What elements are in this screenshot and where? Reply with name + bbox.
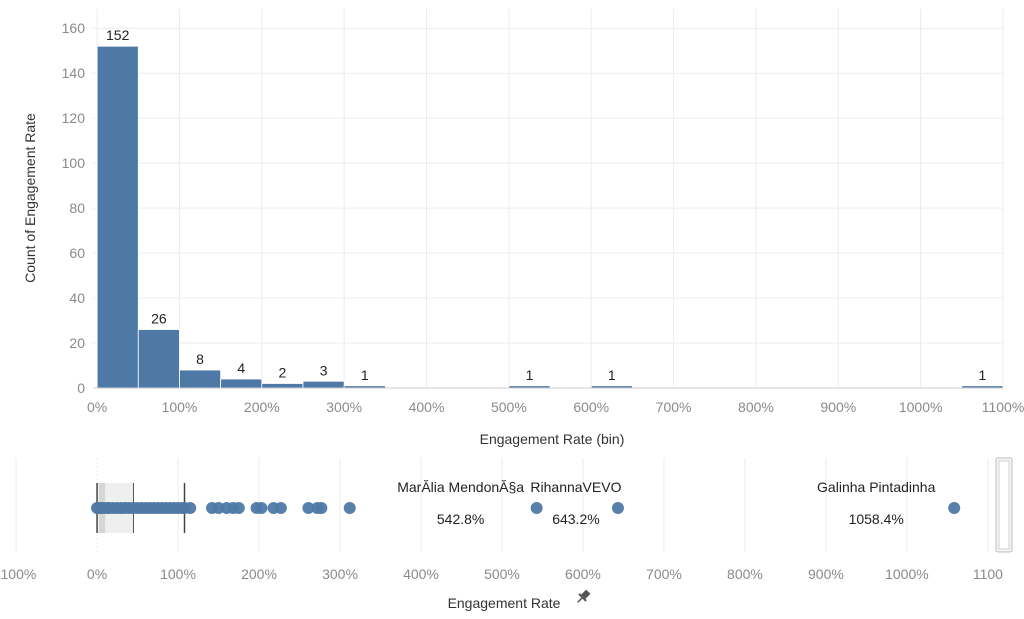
- bar-value-label: 1: [979, 367, 987, 383]
- scrollbar[interactable]: [995, 457, 1013, 553]
- data-point: [302, 502, 315, 514]
- x-tick-label: 1100: [973, 566, 1003, 582]
- bar-value-label: 152: [106, 27, 130, 43]
- data-point: [948, 502, 961, 514]
- histogram-bars: 152 26 8 4 2 3 1 1 1 1: [96, 27, 1004, 389]
- x-tick-label: 800%: [727, 566, 763, 582]
- point-value-label: 643.2%: [552, 511, 599, 527]
- bar-value-label: 4: [237, 360, 245, 376]
- x-tick-label: 1000%: [899, 399, 943, 415]
- x-tick-label: 400%: [409, 399, 445, 415]
- point-name-label: RihannaVEVO: [530, 479, 621, 495]
- point-name-label: Galinha Pintadinha: [817, 479, 936, 495]
- x-tick-label: 900%: [808, 566, 844, 582]
- bar-value-label: 1: [361, 367, 369, 383]
- bar-value-label: 3: [320, 362, 328, 378]
- x-tick-label: 200%: [244, 399, 280, 415]
- y-tick-label: 20: [69, 335, 85, 351]
- point-value-label: 1058.4%: [849, 511, 904, 527]
- x-tick-label: 300%: [322, 566, 358, 582]
- histogram-x-axis-title: Engagement Rate (bin): [480, 431, 625, 447]
- x-tick-label: 400%: [403, 566, 439, 582]
- bar-value-label: 26: [151, 311, 167, 327]
- box-plot-point-labels: MarĂlia MendonĂ§a 542.8% RihannaVEVO 643.2%…: [397, 479, 935, 527]
- y-tick-label: 0: [77, 380, 85, 396]
- histogram-gridlines: [93, 9, 1004, 389]
- data-point: [184, 502, 197, 514]
- y-tick-label: 40: [69, 290, 85, 306]
- x-tick-label: 0%: [87, 399, 107, 415]
- bar-value-label: 1: [526, 367, 534, 383]
- y-tick-label: 80: [69, 200, 85, 216]
- box-plot-axis: -100% 0% 100% 200% 300% 400% 500% 600% 700% 800% 9…: [0, 566, 1003, 582]
- point-name-label: MarĂlia MendonĂ§a: [397, 479, 524, 495]
- x-tick-label: -100%: [0, 566, 36, 582]
- histogram-bar: [96, 45, 139, 389]
- data-point: [611, 502, 624, 514]
- x-tick-label: 200%: [241, 566, 277, 582]
- pin-icon[interactable]: [574, 588, 592, 606]
- x-tick-label: 300%: [326, 399, 362, 415]
- x-tick-label: 700%: [656, 399, 692, 415]
- y-tick-label: 160: [62, 20, 86, 36]
- x-tick-label: 600%: [565, 566, 601, 582]
- x-tick-label: 500%: [484, 566, 520, 582]
- histogram-bar: [220, 378, 263, 389]
- data-point: [343, 502, 356, 514]
- scrollbar-thumb[interactable]: [998, 460, 1010, 550]
- y-tick-label: 60: [69, 245, 85, 261]
- x-tick-label: 800%: [738, 399, 774, 415]
- data-point: [255, 502, 268, 514]
- x-tick-label: 1000%: [885, 566, 929, 582]
- x-tick-label: 1100%: [982, 399, 1024, 415]
- data-point: [232, 502, 245, 514]
- data-point: [315, 502, 328, 514]
- histogram-y-axis-title: Count of Engagement Rate: [22, 113, 38, 283]
- x-tick-label: 100%: [160, 566, 196, 582]
- y-tick-label: 100: [62, 155, 86, 171]
- data-point: [274, 502, 287, 514]
- y-tick-label: 140: [62, 65, 86, 81]
- box-plot-chart: MarĂlia MendonĂ§a 542.8% RihannaVEVO 643.2%…: [0, 457, 1013, 611]
- x-tick-label: 0%: [87, 566, 107, 582]
- histogram-bar: [179, 369, 222, 389]
- histogram-bar: [261, 383, 304, 389]
- histogram-bar: [137, 329, 180, 389]
- x-tick-label: 900%: [820, 399, 856, 415]
- bar-value-label: 8: [196, 351, 204, 367]
- histogram-chart: 152 26 8 4 2 3 1 1 1 1 0 20 40 60 80 100 120 140 160 0% 100…: [22, 9, 1024, 447]
- point-value-label: 542.8%: [437, 511, 484, 527]
- bar-value-label: 2: [279, 365, 287, 381]
- y-tick-label: 120: [62, 110, 86, 126]
- bar-value-label: 1: [608, 367, 616, 383]
- x-tick-label: 100%: [162, 399, 198, 415]
- data-point: [530, 502, 543, 514]
- x-tick-label: 500%: [491, 399, 527, 415]
- box-plot-points: [91, 502, 961, 514]
- x-tick-label: 600%: [573, 399, 609, 415]
- box-plot-x-axis-title: Engagement Rate: [448, 595, 561, 611]
- x-tick-label: 700%: [646, 566, 682, 582]
- histogram-bar: [302, 380, 345, 389]
